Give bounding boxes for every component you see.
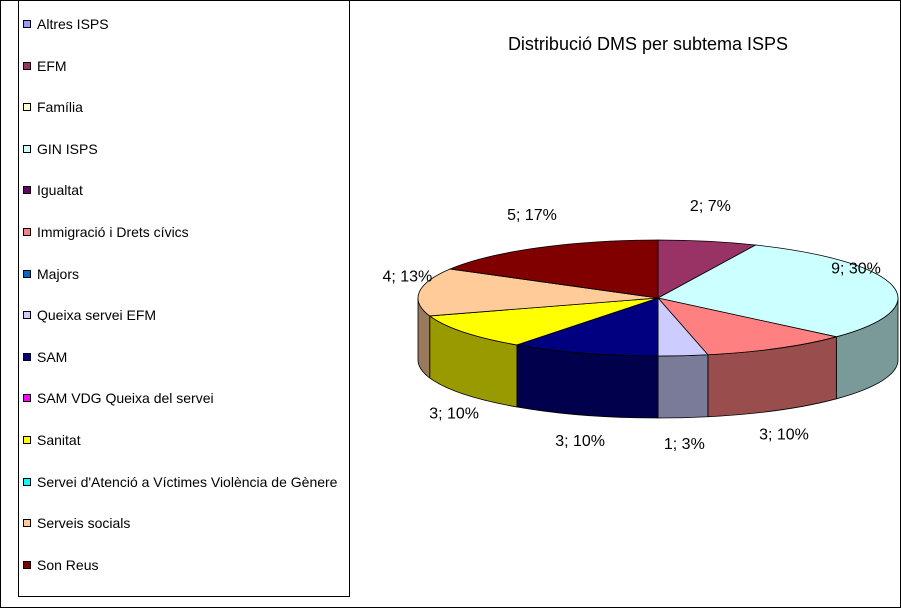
legend-entry: Immigració i Drets cívics bbox=[23, 224, 348, 240]
data-label: 3; 10% bbox=[759, 427, 809, 444]
data-label: 4; 13% bbox=[382, 269, 432, 286]
legend-label: Sanitat bbox=[37, 432, 81, 448]
legend-entry: Família bbox=[23, 99, 348, 115]
legend-swatch bbox=[23, 144, 31, 153]
legend-swatch bbox=[23, 228, 31, 236]
legend-swatch bbox=[23, 519, 31, 528]
pie-wall bbox=[657, 354, 709, 419]
legend-label: SAM VDG Queixa del servei bbox=[37, 390, 214, 407]
legend-label: Família bbox=[37, 99, 83, 116]
legend-label: Servei d'Atenció a Víctimes Violència de… bbox=[37, 473, 338, 490]
data-label: 1; 3% bbox=[664, 436, 705, 453]
legend-swatch bbox=[23, 20, 31, 28]
legend-swatch bbox=[23, 560, 31, 569]
pie-slice bbox=[417, 268, 659, 317]
legend-entry: Altres ISPS bbox=[23, 16, 348, 32]
data-label: 9; 30% bbox=[831, 260, 881, 277]
legend-entry: EFM bbox=[23, 58, 348, 74]
legend-entry: Queixa servei EFM bbox=[23, 307, 348, 323]
legend-swatch bbox=[23, 186, 31, 195]
legend-entry: Igualtat bbox=[23, 182, 348, 198]
legend-swatch bbox=[23, 436, 31, 444]
pie-slice bbox=[428, 297, 659, 346]
legend-entry: Majors bbox=[23, 266, 348, 282]
legend-label: Immigració i Drets cívics bbox=[37, 224, 189, 240]
pie-slice bbox=[448, 239, 659, 299]
legend-label: Son Reus bbox=[37, 556, 99, 573]
legend-label: Queixa servei EFM bbox=[37, 307, 157, 324]
legend-swatch bbox=[23, 103, 31, 112]
legend-swatch bbox=[23, 394, 31, 403]
pie-slice bbox=[516, 297, 659, 357]
legend-label: Altres ISPS bbox=[37, 16, 109, 32]
legend-label: Igualtat bbox=[37, 182, 83, 199]
legend-label: EFM bbox=[37, 57, 67, 74]
data-label: 2; 7% bbox=[690, 198, 731, 215]
chart-title: Distribució DMS per subtema ISPS bbox=[508, 34, 788, 54]
legend-entry: SAM bbox=[23, 349, 348, 365]
legend-entry: GIN ISPS bbox=[23, 141, 348, 157]
legend: Altres ISPS EFM Família GIN ISPS Igualtat Imm… bbox=[18, 0, 350, 597]
legend-swatch bbox=[23, 61, 31, 70]
legend-label: GIN ISPS bbox=[37, 140, 98, 157]
legend-entry: Sanitat bbox=[23, 432, 348, 448]
pie-slice bbox=[656, 297, 837, 356]
legend-entry: Serveis socials bbox=[23, 515, 348, 531]
data-label: 5; 17% bbox=[507, 207, 557, 224]
legend-swatch bbox=[23, 269, 31, 278]
legend-label: SAM bbox=[37, 348, 68, 365]
legend-swatch bbox=[23, 311, 31, 320]
legend-swatch bbox=[23, 477, 31, 486]
legend-entry: Servei d'Atenció a Víctimes Violència de… bbox=[23, 474, 348, 490]
data-label: 3; 10% bbox=[429, 406, 479, 423]
pie-slice bbox=[656, 244, 899, 338]
data-label: 3; 10% bbox=[555, 433, 605, 450]
legend-entry: SAM VDG Queixa del servei bbox=[23, 390, 348, 406]
legend-entry: Son Reus bbox=[23, 557, 348, 573]
legend-label: Majors bbox=[37, 265, 80, 282]
legend-label: Serveis socials bbox=[37, 515, 131, 532]
legend-swatch bbox=[23, 352, 31, 361]
